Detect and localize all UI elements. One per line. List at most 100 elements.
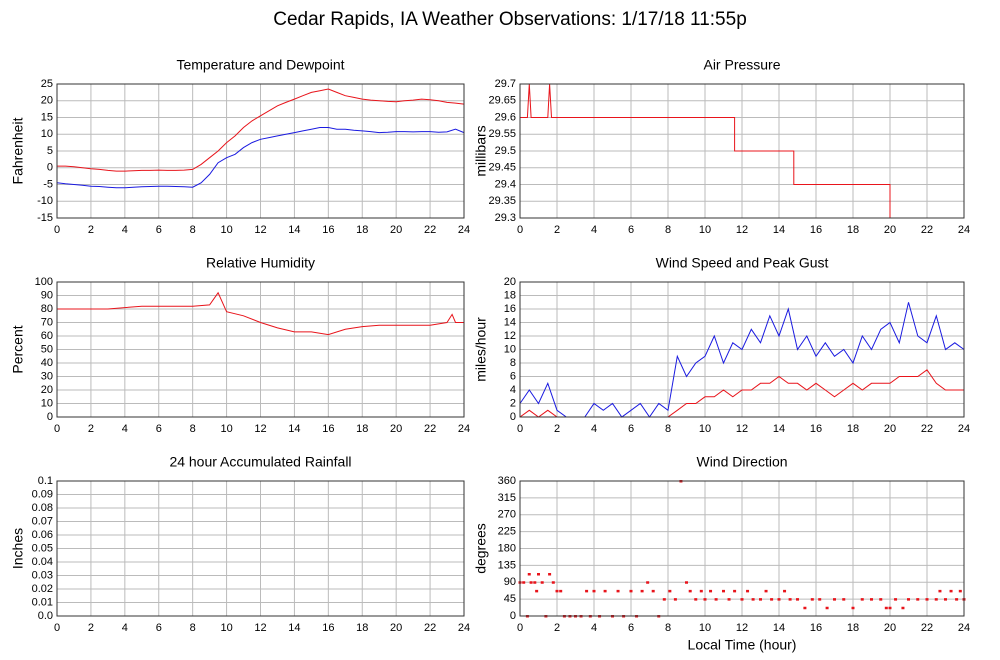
y-tick-label: 60 — [41, 330, 53, 342]
data-point — [825, 606, 829, 610]
data-point — [727, 598, 731, 601]
data-point — [851, 606, 855, 610]
data-point — [888, 606, 892, 610]
data-point — [833, 598, 836, 601]
y-tick-label: 29.5 — [495, 145, 516, 157]
data-point — [842, 598, 846, 601]
y-axis-label: millibars — [473, 125, 489, 176]
x-tick-label: 20 — [884, 224, 896, 236]
y-tick-label: 0 — [510, 610, 516, 622]
y-tick-label: 0.04 — [32, 556, 53, 568]
x-tick-label: 20 — [884, 622, 896, 634]
x-tick-label: 18 — [847, 622, 859, 634]
y-axis-label: Percent — [10, 325, 26, 373]
y-tick-label: 0.01 — [32, 596, 53, 608]
x-tick-label: 22 — [424, 423, 436, 435]
data-point — [694, 598, 698, 601]
data-point — [522, 581, 526, 584]
data-point — [788, 598, 792, 601]
x-tick-label: 10 — [699, 423, 711, 435]
x-tick-label: 14 — [773, 423, 785, 435]
data-point — [688, 589, 692, 593]
y-tick-label: 14 — [504, 316, 516, 328]
data-point — [783, 589, 787, 593]
data-point — [777, 598, 781, 601]
x-tick-label: 6 — [156, 224, 162, 236]
x-tick-label: 16 — [810, 224, 822, 236]
chart-title: Relative Humidity — [206, 255, 315, 271]
x-tick-label: 20 — [390, 423, 402, 435]
chart-panel: Relative HumidityPercent0102030405060708… — [10, 255, 470, 435]
y-axis-label: Inches — [10, 528, 26, 569]
data-point — [592, 589, 596, 593]
data-point — [529, 581, 533, 584]
plot-frame — [519, 281, 965, 418]
chart-title: Wind Direction — [696, 454, 787, 470]
x-tick-label: 6 — [156, 622, 162, 634]
x-axis-label: Local Time (hour) — [688, 637, 797, 653]
data-point — [673, 598, 677, 601]
data-point — [662, 598, 666, 601]
y-tick-label: 135 — [498, 559, 516, 571]
data-point — [764, 589, 768, 593]
x-tick-label: 12 — [736, 423, 748, 435]
y-tick-label: 20 — [504, 276, 516, 288]
x-tick-label: 10 — [220, 423, 232, 435]
y-tick-label: 20 — [41, 95, 53, 107]
x-tick-label: 2 — [554, 622, 560, 634]
x-tick-label: 4 — [591, 622, 597, 634]
x-tick-label: 18 — [356, 423, 368, 435]
y-tick-label: 0 — [47, 162, 53, 174]
data-line — [56, 127, 465, 189]
x-tick-label: 22 — [921, 224, 933, 236]
data-point — [668, 589, 672, 593]
y-tick-label: 180 — [498, 542, 516, 554]
x-tick-label: 14 — [288, 622, 300, 634]
x-tick-label: 16 — [322, 622, 334, 634]
x-tick-label: 16 — [322, 423, 334, 435]
y-tick-label: 225 — [498, 526, 516, 538]
x-tick-label: 4 — [122, 622, 128, 634]
x-tick-label: 2 — [88, 224, 94, 236]
plot-frame — [519, 480, 965, 617]
y-tick-label: 0.02 — [32, 583, 53, 595]
data-line — [520, 83, 964, 219]
x-tick-label: 24 — [458, 622, 470, 634]
y-axis-label: Fahrenheit — [10, 117, 26, 184]
y-tick-label: 0.07 — [32, 515, 53, 527]
data-line — [57, 291, 464, 336]
data-point — [860, 598, 864, 601]
y-axis-label: miles/hour — [473, 317, 489, 382]
x-tick-label: 22 — [921, 423, 933, 435]
y-tick-label: 270 — [498, 509, 516, 521]
y-tick-label: 29.4 — [495, 178, 516, 190]
y-tick-label: 100 — [35, 276, 53, 288]
y-tick-label: 6 — [510, 370, 516, 382]
y-tick-label: -5 — [43, 178, 53, 190]
x-tick-label: 24 — [958, 423, 970, 435]
data-point — [955, 598, 959, 601]
data-point — [616, 589, 620, 593]
x-tick-label: 8 — [665, 224, 671, 236]
data-point — [537, 573, 540, 576]
x-tick-label: 10 — [220, 622, 232, 634]
chart-title: Wind Speed and Peak Gust — [656, 255, 829, 271]
x-tick-label: 0 — [54, 622, 60, 634]
y-tick-label: 10 — [504, 343, 516, 355]
data-point — [901, 606, 905, 610]
chart-panel: Wind Direction degrees Local Time (hour) 0 4… — [473, 454, 970, 653]
data-point — [949, 589, 953, 593]
x-tick-label: 14 — [773, 622, 785, 634]
data-point — [958, 589, 962, 593]
y-tick-label: 20 — [41, 384, 53, 396]
data-point — [555, 589, 559, 593]
y-tick-label: 8 — [510, 357, 516, 369]
data-point — [810, 598, 814, 601]
x-tick-label: 18 — [847, 224, 859, 236]
x-tick-label: 14 — [288, 423, 300, 435]
x-tick-label: 2 — [554, 423, 560, 435]
y-tick-label: 0 — [47, 411, 53, 423]
data-point — [629, 589, 633, 593]
x-tick-label: 6 — [628, 423, 634, 435]
data-point — [934, 598, 938, 601]
